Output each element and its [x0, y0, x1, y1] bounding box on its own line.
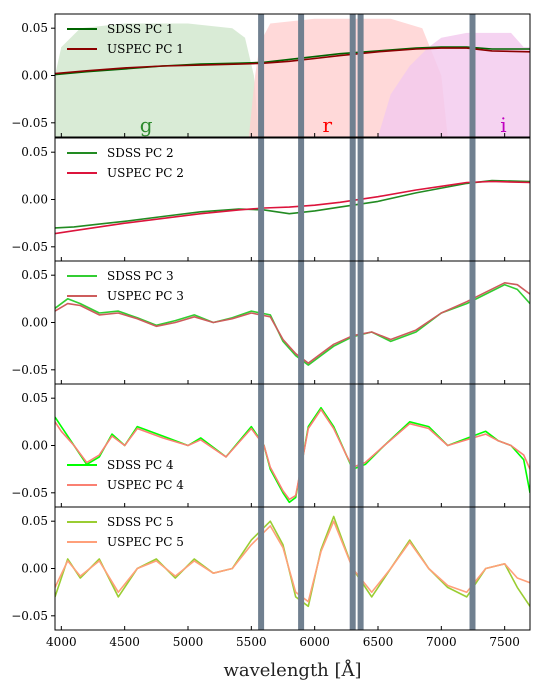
masked-line-bar	[298, 384, 305, 507]
series-line-pc2-sdss	[55, 179, 530, 229]
y-tick-label: 0.00	[21, 562, 48, 576]
y-tick-label: 0.05	[21, 21, 48, 35]
masked-line-bar	[298, 138, 305, 261]
plot-area	[55, 384, 530, 507]
y-tick-label: 0.00	[21, 316, 48, 330]
masked-line-bar	[349, 14, 356, 137]
series-line-pc4-uspec	[55, 408, 530, 501]
y-tick-label: 0.05	[21, 268, 48, 282]
masked-line-bar	[349, 138, 356, 261]
plot-area	[55, 507, 530, 630]
masked-line-bar	[349, 384, 356, 507]
panel-pc5: 0.05 0.00 −0.05 SDSS PC 5 USPEC PC 5	[11, 506, 531, 631]
y-tick-label: 0.00	[21, 193, 48, 207]
filter-band-label: r	[323, 113, 333, 137]
y-tick-label: −0.05	[11, 240, 48, 254]
masked-line-bar	[258, 138, 265, 261]
masked-line-bar	[469, 14, 476, 137]
masked-line-bar	[258, 261, 265, 384]
y-tick-label: −0.05	[11, 486, 48, 500]
masked-line-bar	[469, 138, 476, 261]
masked-line-bar	[469, 261, 476, 384]
plot-area	[55, 261, 530, 384]
x-tick-label: 7000	[426, 635, 457, 649]
masked-line-bar	[298, 14, 305, 137]
masked-line-bar	[258, 14, 265, 137]
legend-label: SDSS PC 4	[107, 458, 174, 472]
filter-band-g	[55, 23, 259, 137]
masked-line-bar	[357, 384, 364, 507]
masked-line-bar	[357, 138, 364, 261]
series-line-pc5-sdss	[55, 515, 530, 608]
y-tick-label: −0.05	[11, 363, 48, 377]
series-line-pc2-uspec	[55, 180, 530, 235]
plot-area	[55, 138, 530, 261]
filter-band-label: i	[500, 113, 506, 137]
plot-area	[55, 14, 530, 137]
legend-label: SDSS PC 2	[107, 146, 174, 160]
y-tick-label: −0.05	[11, 116, 48, 130]
legend-label: USPEC PC 4	[107, 478, 184, 492]
panel-pc3: 0.05 0.00 −0.05 SDSS PC 3 USPEC PC 3	[11, 260, 531, 385]
series-line-pc3-sdss	[55, 283, 530, 366]
filter-band-label: g	[140, 113, 153, 137]
filter-band-i	[378, 32, 530, 137]
y-tick-label: −0.05	[11, 609, 48, 623]
legend-label: USPEC PC 2	[107, 166, 184, 180]
masked-line-bar	[258, 384, 265, 507]
masked-line-bar	[349, 507, 356, 630]
y-tick-label: 0.05	[21, 514, 48, 528]
masked-line-bar	[469, 384, 476, 507]
y-tick-label: 0.00	[21, 69, 48, 83]
panel-pc4: 0.05 0.00 −0.05 SDSS PC 4 USPEC PC 4	[11, 383, 531, 508]
legend-label: USPEC PC 3	[107, 289, 184, 303]
masked-line-bar	[469, 507, 476, 630]
x-tick-label: 5000	[173, 635, 204, 649]
legend-label: SDSS PC 3	[107, 269, 174, 283]
y-tick-label: 0.05	[21, 145, 48, 159]
legend-label: USPEC PC 5	[107, 535, 184, 549]
y-tick-label: 0.05	[21, 391, 48, 405]
x-tick-label: 6000	[299, 635, 330, 649]
series-line-pc3-uspec	[55, 282, 530, 364]
panel-pc2: 0.05 0.00 −0.05 SDSS PC 2 USPEC PC 2	[11, 137, 531, 262]
series-line-pc5-uspec	[55, 520, 530, 603]
masked-line-bar	[258, 507, 265, 630]
x-tick-label: 4500	[109, 635, 140, 649]
x-tick-label: 7500	[489, 635, 520, 649]
masked-line-bar	[357, 14, 364, 137]
masked-line-bar	[357, 261, 364, 384]
legend-label: SDSS PC 1	[107, 22, 174, 36]
x-axis-title: wavelength [Å]	[223, 659, 361, 681]
x-tick-label: 6500	[363, 635, 394, 649]
masked-line-bar	[357, 507, 364, 630]
masked-line-bar	[298, 261, 305, 384]
masked-line-bar	[349, 261, 356, 384]
legend-label: USPEC PC 1	[107, 42, 184, 56]
masked-line-bar	[298, 507, 305, 630]
y-tick-label: 0.00	[21, 439, 48, 453]
x-tick-label: 4000	[46, 635, 77, 649]
panel-pc1: g r i 0.05 0.00 −0.05 SDSS PC 1 USPEC PC 1	[11, 13, 531, 138]
legend-label: SDSS PC 5	[107, 515, 174, 529]
x-tick-label: 5500	[236, 635, 267, 649]
